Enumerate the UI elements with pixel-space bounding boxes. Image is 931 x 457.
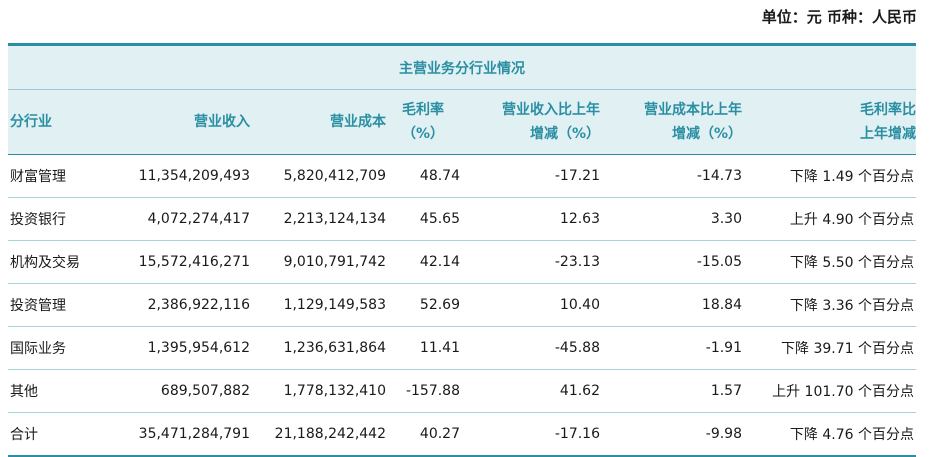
header-margin-change-line2: 上年增减 — [860, 126, 916, 142]
cell-rev-change: -17.21 — [460, 154, 600, 198]
cell-revenue: 1,395,954,612 — [108, 326, 250, 370]
cell-cost-change: -14.73 — [600, 154, 742, 198]
cell-margin: 42.14 — [386, 240, 460, 284]
cell-revenue: 35,471,284,791 — [108, 412, 250, 457]
cell-cost: 1,236,631,864 — [250, 326, 386, 370]
header-cost-change-line1: 营业成本比上年 — [644, 102, 742, 118]
header-rev-change-line2: 增减（%） — [529, 126, 600, 142]
cell-segment: 投资银行 — [8, 197, 108, 241]
cell-rev-change: 10.40 — [460, 283, 600, 327]
cell-margin-change: 上升 4.90 个百分点 — [742, 197, 916, 241]
cell-cost: 21,188,242,442 — [250, 412, 386, 457]
cell-cost-change: -15.05 — [600, 240, 742, 284]
cell-margin-change: 下降 5.50 个百分点 — [742, 240, 916, 284]
cell-margin-change: 上升 101.70 个百分点 — [742, 369, 916, 413]
table-row: 机构及交易 15,572,416,271 9,010,791,742 42.14… — [8, 240, 916, 284]
cell-margin: 52.69 — [386, 283, 460, 327]
cell-cost: 9,010,791,742 — [250, 240, 386, 284]
cell-rev-change: -23.13 — [460, 240, 600, 284]
table-row-total: 合计 35,471,284,791 21,188,242,442 40.27 -… — [8, 412, 916, 457]
segment-revenue-table: 主营业务分行业情况 分行业 营业收入 营业成本 毛利率 （%） 营业收入比上年 … — [8, 43, 916, 457]
cell-cost-change: -9.98 — [600, 412, 742, 457]
header-margin-line1: 毛利率 — [402, 102, 444, 118]
cell-margin: 45.65 — [386, 197, 460, 241]
cell-cost: 5,820,412,709 — [250, 154, 386, 198]
header-margin: 毛利率 （%） — [386, 89, 460, 155]
header-margin-change-line1: 毛利率比 — [860, 102, 916, 118]
cell-margin: -157.88 — [386, 369, 460, 413]
table-row: 投资管理 2,386,922,116 1,129,149,583 52.69 1… — [8, 283, 916, 327]
table-banner-title: 主营业务分行业情况 — [8, 43, 916, 90]
cell-rev-change: 12.63 — [460, 197, 600, 241]
table-row: 国际业务 1,395,954,612 1,236,631,864 11.41 -… — [8, 326, 916, 370]
cell-segment: 合计 — [8, 412, 108, 457]
cell-segment: 国际业务 — [8, 326, 108, 370]
cell-revenue: 15,572,416,271 — [108, 240, 250, 284]
cell-revenue: 11,354,209,493 — [108, 154, 250, 198]
header-margin-line2: （%） — [401, 126, 445, 142]
cell-margin: 48.74 — [386, 154, 460, 198]
cell-margin: 11.41 — [386, 326, 460, 370]
cell-cost-change: 3.30 — [600, 197, 742, 241]
cell-cost-change: 18.84 — [600, 283, 742, 327]
cell-margin-change: 下降 1.49 个百分点 — [742, 154, 916, 198]
cell-margin-change: 下降 3.36 个百分点 — [742, 283, 916, 327]
header-cost-change-line2: 增减（%） — [671, 126, 742, 142]
header-segment: 分行业 — [8, 89, 108, 155]
unit-currency-label: 单位：元 币种：人民币 — [761, 8, 917, 26]
header-margin-change: 毛利率比 上年增减 — [742, 89, 916, 155]
header-rev-change: 营业收入比上年 增减（%） — [460, 89, 600, 155]
header-cost: 营业成本 — [250, 89, 386, 155]
cell-segment: 财富管理 — [8, 154, 108, 198]
cell-margin: 40.27 — [386, 412, 460, 457]
header-revenue: 营业收入 — [108, 89, 250, 155]
table-row: 财富管理 11,354,209,493 5,820,412,709 48.74 … — [8, 154, 916, 198]
cell-segment: 机构及交易 — [8, 240, 108, 284]
cell-rev-change: -45.88 — [460, 326, 600, 370]
cell-cost-change: -1.91 — [600, 326, 742, 370]
cell-cost: 1,778,132,410 — [250, 369, 386, 413]
table-header-row: 分行业 营业收入 营业成本 毛利率 （%） 营业收入比上年 增减（%） 营业成本… — [8, 89, 916, 155]
cell-cost-change: 1.57 — [600, 369, 742, 413]
cell-rev-change: 41.62 — [460, 369, 600, 413]
cell-rev-change: -17.16 — [460, 412, 600, 457]
header-rev-change-line1: 营业收入比上年 — [502, 102, 600, 118]
table-row: 投资银行 4,072,274,417 2,213,124,134 45.65 1… — [8, 197, 916, 241]
header-cost-change: 营业成本比上年 增减（%） — [600, 89, 742, 155]
cell-cost: 1,129,149,583 — [250, 283, 386, 327]
cell-cost: 2,213,124,134 — [250, 197, 386, 241]
cell-revenue: 689,507,882 — [108, 369, 250, 413]
table-row: 其他 689,507,882 1,778,132,410 -157.88 41.… — [8, 369, 916, 413]
cell-segment: 其他 — [8, 369, 108, 413]
cell-revenue: 4,072,274,417 — [108, 197, 250, 241]
cell-margin-change: 下降 39.71 个百分点 — [742, 326, 916, 370]
cell-margin-change: 下降 4.76 个百分点 — [742, 412, 916, 457]
cell-segment: 投资管理 — [8, 283, 108, 327]
cell-revenue: 2,386,922,116 — [108, 283, 250, 327]
